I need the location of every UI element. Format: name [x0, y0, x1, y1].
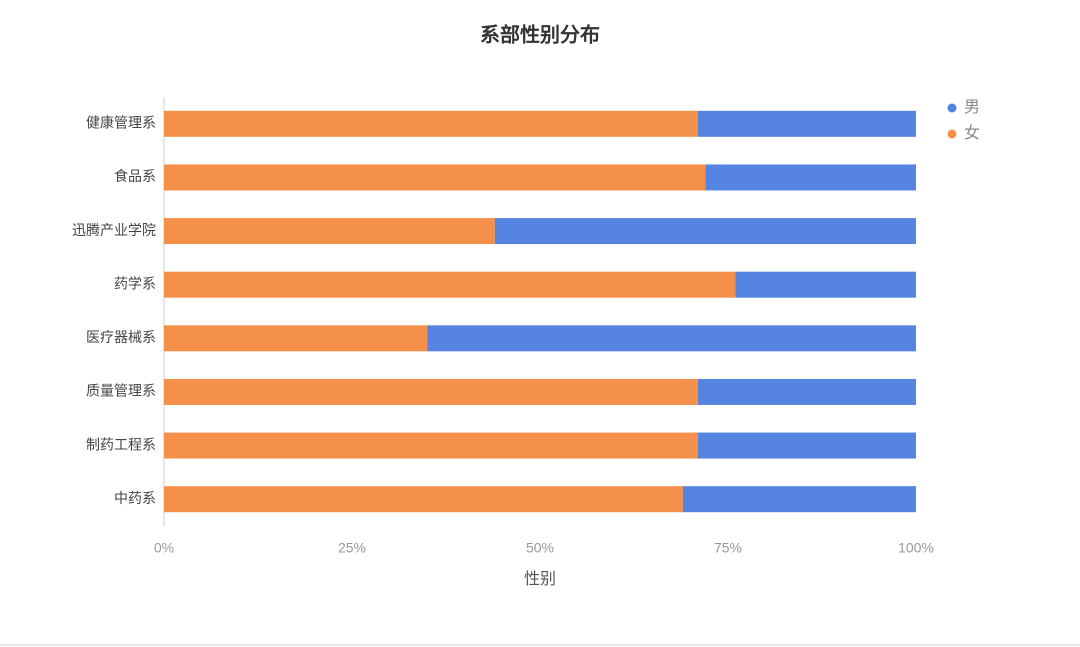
y-tick-label: 质量管理系 — [86, 383, 156, 399]
bar-segment — [697, 432, 916, 459]
bar-segment — [697, 378, 916, 405]
y-tick-label: 迅腾产业学院 — [72, 222, 156, 238]
x-tick-label: 75% — [714, 540, 742, 556]
bar-segment — [705, 164, 916, 191]
legend-marker — [947, 129, 957, 139]
legend-label: 男 — [964, 99, 980, 116]
bar-segment — [494, 218, 916, 245]
legend-label: 女 — [964, 123, 980, 142]
bar-segment — [164, 486, 683, 513]
bar-segment — [164, 378, 698, 405]
bar-segment — [164, 271, 736, 298]
y-tick-label: 制药工程系 — [86, 436, 156, 452]
y-tick-label: 食品系 — [114, 168, 156, 184]
bar-segment — [164, 325, 428, 352]
bar-segment — [697, 110, 916, 137]
chart-title: 系部性别分布 — [480, 22, 600, 46]
bar-segment — [164, 218, 495, 245]
bar-segment — [682, 486, 916, 513]
legend-marker — [947, 103, 957, 113]
x-axis-label: 性别 — [524, 570, 556, 588]
x-tick-label: 100% — [898, 540, 934, 556]
bar-segment — [164, 164, 706, 191]
y-tick-label: 中药系 — [114, 490, 156, 506]
x-tick-label: 0% — [154, 540, 174, 556]
bar-segment — [427, 325, 916, 352]
y-tick-label: 药学系 — [114, 275, 156, 291]
y-tick-label: 医疗器械系 — [86, 329, 156, 345]
bar-segment — [164, 110, 698, 137]
y-tick-label: 健康管理系 — [86, 115, 156, 131]
x-tick-label: 50% — [526, 540, 554, 556]
bar-segment — [735, 271, 916, 298]
x-tick-label: 25% — [338, 540, 366, 556]
bar-segment — [164, 432, 698, 459]
